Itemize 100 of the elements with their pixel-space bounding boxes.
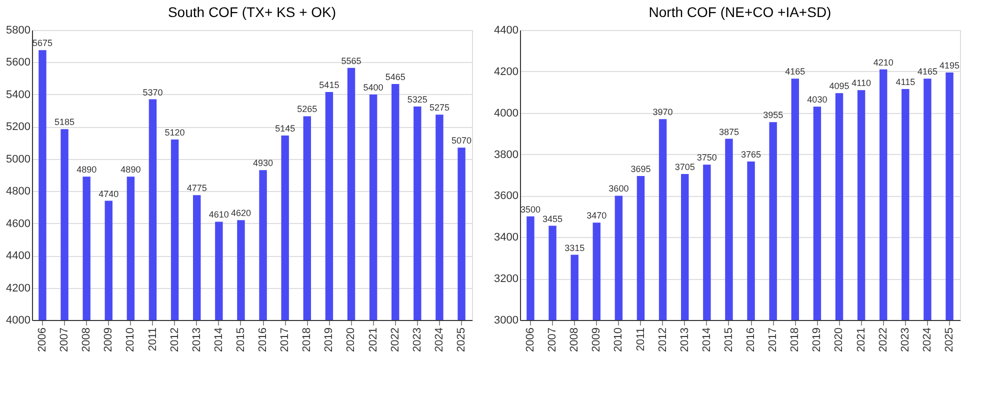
data-label: 3470 xyxy=(586,210,607,221)
data-label: 4775 xyxy=(186,183,207,194)
x-tick-label: 2006 xyxy=(36,328,48,352)
x-tick-label: 2009 xyxy=(102,328,115,352)
data-label: 4030 xyxy=(807,94,828,105)
data-label: 5465 xyxy=(385,72,406,82)
x-tick-label: 2018 xyxy=(301,328,314,352)
x-tick-label: 2024 xyxy=(433,328,446,352)
x-tick-label: 2011 xyxy=(634,328,647,352)
data-label: 3705 xyxy=(674,162,695,172)
x-tick-label: 2024 xyxy=(921,328,934,352)
x-tick-label: 2010 xyxy=(124,328,137,352)
x-tick-label: 2016 xyxy=(745,328,758,352)
x-tick-label: 2013 xyxy=(190,328,203,352)
x-tick-label: 2012 xyxy=(168,328,181,352)
data-label: 4610 xyxy=(208,210,229,220)
x-tick-label: 2022 xyxy=(389,328,402,352)
data-label: 5070 xyxy=(452,136,472,146)
data-label: 4890 xyxy=(76,164,97,175)
data-label: 3500 xyxy=(520,204,540,214)
data-label: 5185 xyxy=(54,117,75,128)
x-tick-label: 2009 xyxy=(590,328,603,352)
data-label: 5400 xyxy=(363,82,384,92)
x-tick-label: 2020 xyxy=(833,328,846,352)
x-tick-label: 2012 xyxy=(656,328,669,352)
x-tick-label: 2007 xyxy=(546,328,559,352)
data-label: 4115 xyxy=(896,77,916,88)
data-label: 3600 xyxy=(608,184,629,194)
y-tick-label: 5800 xyxy=(6,24,30,36)
x-tick-label: 2023 xyxy=(899,328,912,352)
y-tick-label: 4400 xyxy=(494,24,518,36)
data-label: 5415 xyxy=(319,80,340,90)
data-label: 4930 xyxy=(253,158,274,168)
y-tick-label: 4600 xyxy=(6,218,30,230)
x-tick-label: 2016 xyxy=(257,328,270,352)
data-label: 3875 xyxy=(718,126,739,137)
y-tick-label: 5000 xyxy=(6,153,30,166)
y-tick-label: 4200 xyxy=(494,66,518,78)
y-tick-label: 5600 xyxy=(6,56,30,69)
data-label: 4740 xyxy=(98,188,119,199)
y-tick-label: 4400 xyxy=(6,250,30,262)
data-label: 5675 xyxy=(32,38,52,48)
x-tick-label: 2010 xyxy=(612,328,625,352)
x-tick-label: 2020 xyxy=(345,328,358,352)
data-label: 3455 xyxy=(542,214,563,224)
x-tick-label: 2006 xyxy=(524,328,536,352)
data-label: 3750 xyxy=(696,152,717,163)
data-label: 3955 xyxy=(763,110,784,120)
data-label: 5565 xyxy=(341,56,362,66)
y-tick-label: 3000 xyxy=(494,314,518,326)
y-tick-label: 3600 xyxy=(494,190,518,202)
x-tick-label: 2008 xyxy=(80,328,93,352)
data-label: 4620 xyxy=(230,208,251,218)
data-label: 5275 xyxy=(429,102,450,113)
data-label: 3315 xyxy=(564,242,585,253)
data-label: 4165 xyxy=(917,66,938,77)
data-label: 5265 xyxy=(297,104,318,114)
x-tick-label: 2017 xyxy=(767,328,780,352)
y-tick-label: 5400 xyxy=(6,88,30,101)
x-tick-label: 2011 xyxy=(146,328,159,352)
x-tick-label: 2017 xyxy=(279,328,292,352)
data-label: 3970 xyxy=(652,107,673,118)
x-tick-label: 2018 xyxy=(789,328,802,352)
x-tick-label: 2014 xyxy=(212,328,225,352)
y-tick-label: 4800 xyxy=(6,186,30,198)
data-label: 4165 xyxy=(785,66,806,77)
x-tick-label: 2021 xyxy=(855,328,868,352)
y-tick-label: 3800 xyxy=(494,148,518,161)
data-label: 5325 xyxy=(407,94,428,105)
y-tick-label: 4000 xyxy=(6,314,30,326)
y-tick-label: 3200 xyxy=(494,273,518,286)
x-tick-label: 2021 xyxy=(367,328,380,352)
x-tick-label: 2013 xyxy=(678,328,691,352)
x-tick-label: 2025 xyxy=(944,328,956,352)
data-label: 5145 xyxy=(275,124,296,134)
data-label: 4210 xyxy=(873,57,894,68)
data-label: 5120 xyxy=(164,128,185,138)
chart-title: North COF (NE+CO +IA+SD) xyxy=(648,4,832,20)
x-tick-label: 2022 xyxy=(877,328,890,352)
x-tick-label: 2019 xyxy=(323,328,336,352)
x-tick-label: 2023 xyxy=(411,328,424,352)
data-label: 4890 xyxy=(120,164,141,175)
x-tick-label: 2014 xyxy=(700,328,713,352)
x-tick-label: 2019 xyxy=(811,328,824,352)
data-label: 3695 xyxy=(630,164,651,174)
x-tick-label: 2008 xyxy=(568,328,581,352)
y-tick-label: 3400 xyxy=(494,232,518,244)
y-tick-label: 5200 xyxy=(6,121,30,134)
x-tick-label: 2007 xyxy=(58,328,71,352)
x-tick-label: 2015 xyxy=(722,328,735,352)
chart-title: South COF (TX+ KS + OK) xyxy=(168,4,336,20)
data-label: 4110 xyxy=(852,78,871,88)
data-label: 4195 xyxy=(940,60,960,70)
y-tick-label: 4000 xyxy=(494,107,518,120)
x-tick-label: 2015 xyxy=(234,328,247,352)
data-label: 3765 xyxy=(741,150,762,160)
data-label: 4095 xyxy=(829,81,850,92)
y-tick-label: 4200 xyxy=(6,282,30,294)
data-label: 5370 xyxy=(142,87,163,98)
x-tick-label: 2025 xyxy=(456,328,468,352)
